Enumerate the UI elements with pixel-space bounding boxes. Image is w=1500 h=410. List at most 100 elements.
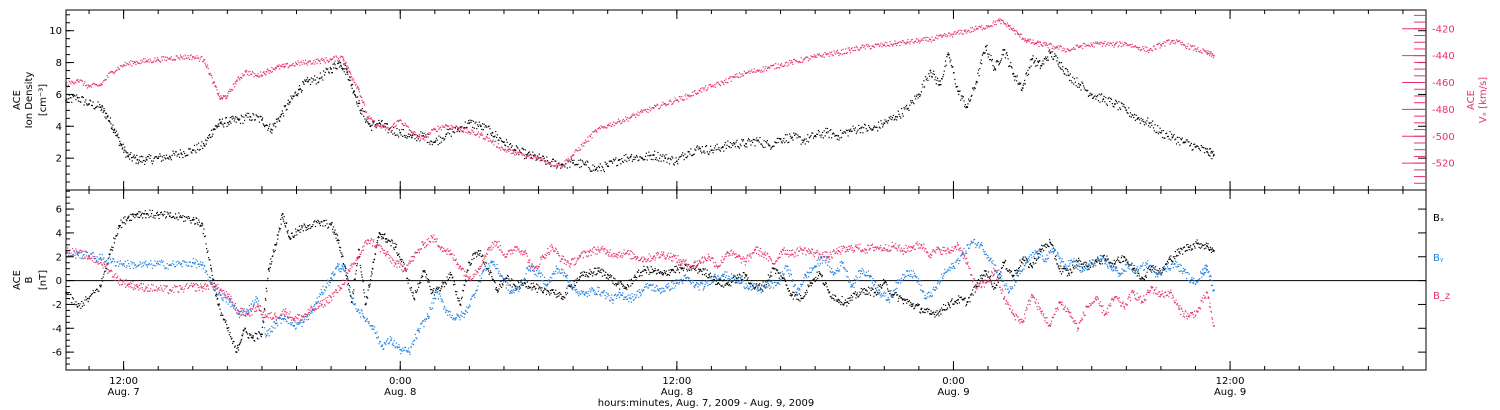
ion-density-dot	[907, 107, 909, 109]
vx-dot	[1067, 48, 1069, 50]
vx-dot	[229, 88, 231, 90]
ion-density-dot	[112, 124, 114, 126]
vx-dot	[1208, 52, 1210, 54]
ion-density-dot	[351, 87, 353, 89]
vx-dot	[792, 63, 794, 65]
ion-density-dot	[104, 116, 106, 118]
b0-dot	[981, 278, 984, 280]
vx-dot	[1018, 33, 1020, 35]
vx-dot	[494, 140, 496, 143]
ion-density-dot	[914, 95, 916, 97]
vx-dot	[970, 27, 972, 29]
vx-dot	[248, 74, 250, 76]
vx-dot	[690, 95, 692, 97]
vx-point	[468, 131, 471, 134]
b0-dot	[901, 297, 903, 300]
vx-dot	[99, 85, 101, 87]
b0-dot	[543, 287, 546, 289]
vx-point	[1194, 48, 1197, 50]
b0-dot	[1126, 262, 1128, 264]
ion-density-dot	[448, 128, 450, 131]
ion-density-dot	[239, 122, 242, 125]
vx-dot	[1084, 45, 1086, 48]
b1-dot	[178, 262, 180, 264]
b0-dot	[200, 224, 202, 226]
b0-dot	[1140, 278, 1142, 280]
vx-dot	[861, 44, 863, 47]
vx-dot	[576, 150, 578, 152]
vx-dot	[221, 98, 224, 100]
vx-point	[952, 33, 955, 35]
vx-dot	[70, 83, 72, 85]
vx-dot	[1181, 41, 1183, 44]
ion-density-dot	[481, 128, 483, 131]
ion-density-dot	[736, 139, 738, 141]
b0-dot	[360, 267, 362, 269]
vx-dot	[226, 97, 228, 99]
b0-dot	[384, 233, 386, 235]
ion-density-dot	[823, 130, 825, 132]
b0-dot	[948, 305, 951, 307]
b0-point	[818, 272, 821, 275]
vx-dot	[997, 20, 999, 22]
ion-density-dot	[880, 120, 882, 122]
b0-dot	[1201, 246, 1203, 248]
vx-dot	[752, 71, 755, 73]
b0-dot	[998, 277, 1000, 280]
b0-dot	[387, 239, 389, 241]
b0-point	[735, 277, 738, 280]
vx-dot	[542, 158, 545, 160]
b0-dot	[1088, 268, 1090, 270]
vx-dot	[1147, 51, 1150, 54]
b0-dot	[633, 276, 635, 279]
vx-dot	[389, 127, 391, 129]
b0-dot	[429, 289, 432, 291]
b0-dot	[730, 285, 732, 287]
ion-density-dot	[126, 152, 128, 154]
ion-density-dot	[208, 133, 211, 136]
b0-dot	[1212, 250, 1214, 252]
vx-dot	[573, 154, 575, 156]
vx-dot	[1049, 42, 1051, 45]
vx-dot	[900, 42, 903, 44]
ion-density-dot	[941, 78, 943, 80]
b0-dot	[433, 288, 435, 290]
vx-dot	[602, 126, 604, 128]
ion-density-dot	[98, 106, 100, 108]
b0-dot	[527, 287, 529, 290]
b1-dot	[191, 265, 193, 268]
b0-point	[450, 273, 452, 276]
ion-density-dot	[585, 164, 587, 166]
ion-density-dot	[165, 154, 168, 156]
b0-dot	[1023, 259, 1025, 261]
b0-dot	[363, 292, 365, 294]
b0-dot	[975, 284, 977, 286]
b0-dot	[956, 299, 958, 302]
ion-density-dot	[835, 134, 838, 136]
vx-dot	[490, 139, 492, 142]
b0-point	[800, 297, 803, 300]
ion-density-dot	[529, 153, 531, 155]
ion-density-dot	[331, 72, 333, 74]
b0-dot	[799, 300, 801, 302]
vx-dot	[523, 155, 526, 157]
ion-density-dot	[679, 156, 681, 158]
vx-dot	[598, 127, 600, 130]
ion-density-dot	[815, 136, 817, 138]
ion-density-dot	[996, 60, 999, 62]
vx-dot	[352, 78, 355, 80]
ion-density-dot	[1161, 136, 1164, 139]
b0-dot	[285, 226, 287, 228]
b0-dot	[1067, 269, 1069, 271]
vx-point	[860, 46, 863, 49]
vx-dot	[868, 45, 871, 47]
ion-density-dot	[603, 170, 606, 173]
ion-density-dot	[602, 169, 605, 171]
vx-dot	[1133, 46, 1135, 48]
ion-density-dot	[356, 101, 358, 103]
b0-point	[318, 222, 321, 225]
ion-density-dot	[296, 94, 298, 96]
vx-dot	[807, 59, 810, 62]
ion-density-dot	[622, 161, 624, 163]
vx-dot	[1209, 51, 1211, 53]
